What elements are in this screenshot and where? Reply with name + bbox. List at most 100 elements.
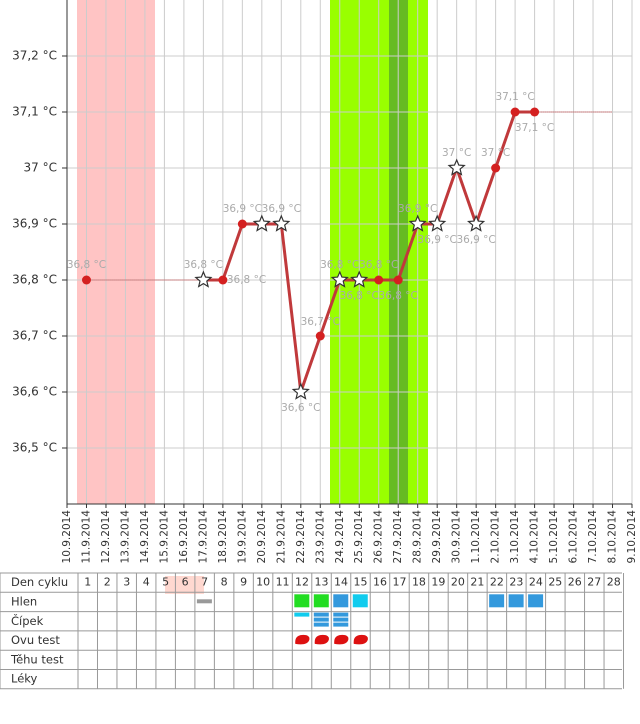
dot-marker [393, 275, 403, 285]
dot-marker [530, 107, 540, 117]
value-label: 36,8 °C [67, 259, 106, 271]
row-label: Hlen [11, 594, 37, 608]
cycle-day: 8 [221, 576, 228, 589]
value-label: 36,8 °C [320, 259, 359, 271]
value-label: 36,8 °C [340, 290, 379, 302]
cycle-day: 9 [240, 576, 247, 589]
cycle-day: 18 [412, 576, 426, 589]
cycle-day: 6 [182, 576, 189, 589]
x-tick-label: 1.10.2014 [470, 510, 482, 564]
mucus-icon [508, 594, 524, 608]
x-tick-label: 12.9.2014 [100, 510, 112, 564]
y-tick-label: 36,9 °C [12, 217, 57, 231]
value-label: 37 °C [442, 147, 471, 159]
star-marker [272, 214, 291, 232]
cycle-day: 12 [295, 576, 309, 589]
x-tick-label: 29.9.2014 [431, 510, 443, 564]
dot-marker [315, 331, 325, 341]
x-tick-label: 27.9.2014 [392, 510, 404, 564]
mucus-icon [352, 594, 368, 608]
cycle-day: 3 [123, 576, 130, 589]
cervix-icon [294, 612, 310, 617]
cervix-icon [313, 617, 329, 622]
row-label: Ovu test [11, 633, 60, 647]
row-label: Těhu test [10, 652, 64, 666]
cycle-day: 1 [84, 576, 91, 589]
mucus-icon [313, 594, 329, 608]
y-tick-label: 36,8 °C [12, 273, 57, 287]
cycle-day: 26 [568, 576, 582, 589]
x-tick-label: 28.9.2014 [412, 510, 424, 564]
cycle-day: 28 [607, 576, 621, 589]
cervix-icon [313, 612, 329, 617]
value-label: 36,9 °C [456, 234, 495, 246]
cycle-day: 16 [373, 576, 387, 589]
y-tick-label: 37,1 °C [12, 105, 57, 119]
x-tick-label: 22.9.2014 [295, 510, 307, 564]
star-marker [350, 270, 369, 288]
value-label: 37 °C [481, 147, 510, 159]
cycle-day: 5 [162, 576, 169, 589]
star-marker [408, 214, 427, 232]
cycle-day: 19 [431, 576, 445, 589]
cycle-day: 23 [509, 576, 523, 589]
value-label: 36,9 °C [262, 203, 301, 215]
cycle-day: 4 [143, 576, 150, 589]
x-tick-label: 10.9.2014 [61, 510, 73, 564]
ovulation-test-icon [314, 634, 329, 645]
cycle-day: 15 [354, 576, 368, 589]
x-tick-label: 3.10.2014 [509, 510, 521, 564]
cycle-day: 10 [256, 576, 270, 589]
cervix-icon [333, 612, 349, 617]
x-tick-label: 26.9.2014 [373, 510, 385, 564]
dot-marker [510, 107, 520, 117]
value-label: 36,8 °C [359, 259, 398, 271]
x-tick-label: 11.9.2014 [80, 510, 92, 564]
cycle-day: 17 [392, 576, 406, 589]
value-label: 37,1 °C [515, 122, 554, 134]
value-label: 36,8 °C [184, 259, 223, 271]
star-marker [428, 214, 447, 232]
x-tick-label: 18.9.2014 [217, 510, 229, 564]
value-label: 36,7 °C [301, 316, 340, 328]
x-tick-label: 2.10.2014 [490, 510, 502, 564]
ovulation-test-icon [295, 634, 310, 645]
cycle-day: 14 [334, 576, 348, 589]
row-label: Den cyklu [11, 575, 68, 589]
cycle-day: 20 [451, 576, 465, 589]
value-label: 36,6 °C [281, 402, 320, 414]
dot-marker [237, 219, 247, 229]
cycle-day: 21 [470, 576, 484, 589]
x-tick-label: 6.10.2014 [568, 510, 580, 564]
y-tick-label: 36,7 °C [12, 329, 57, 343]
star-marker [194, 270, 213, 288]
dot-marker [218, 275, 228, 285]
value-label: 37,1 °C [495, 91, 534, 103]
x-tick-label: 13.9.2014 [119, 510, 131, 564]
cycle-day: 25 [548, 576, 562, 589]
dot-marker [81, 275, 91, 285]
star-marker [447, 158, 466, 176]
star-marker [467, 214, 486, 232]
x-tick-label: 5.10.2014 [548, 510, 560, 564]
value-label: 36,9 °C [398, 203, 437, 215]
ovulation-test-icon [334, 634, 349, 645]
star-marker [291, 382, 310, 400]
cycle-day: 7 [201, 576, 208, 589]
row-label: Čípek [11, 613, 44, 628]
cycle-day: 13 [315, 576, 329, 589]
x-tick-label: 24.9.2014 [334, 510, 346, 564]
y-tick-label: 36,5 °C [12, 441, 57, 455]
star-marker [252, 214, 271, 232]
x-tick-label: 21.9.2014 [275, 510, 287, 564]
mucus-icon [294, 594, 310, 608]
menstruation-band [77, 0, 155, 504]
dot-marker [491, 163, 501, 173]
y-tick-label: 37,2 °C [12, 49, 57, 63]
y-tick-label: 36,6 °C [12, 385, 57, 399]
x-tick-label: 4.10.2014 [529, 510, 541, 564]
mucus-icon [333, 594, 349, 608]
cervix-icon [333, 617, 349, 622]
value-label: 36,8 °C [227, 274, 266, 286]
x-tick-label: 8.10.2014 [607, 510, 619, 564]
